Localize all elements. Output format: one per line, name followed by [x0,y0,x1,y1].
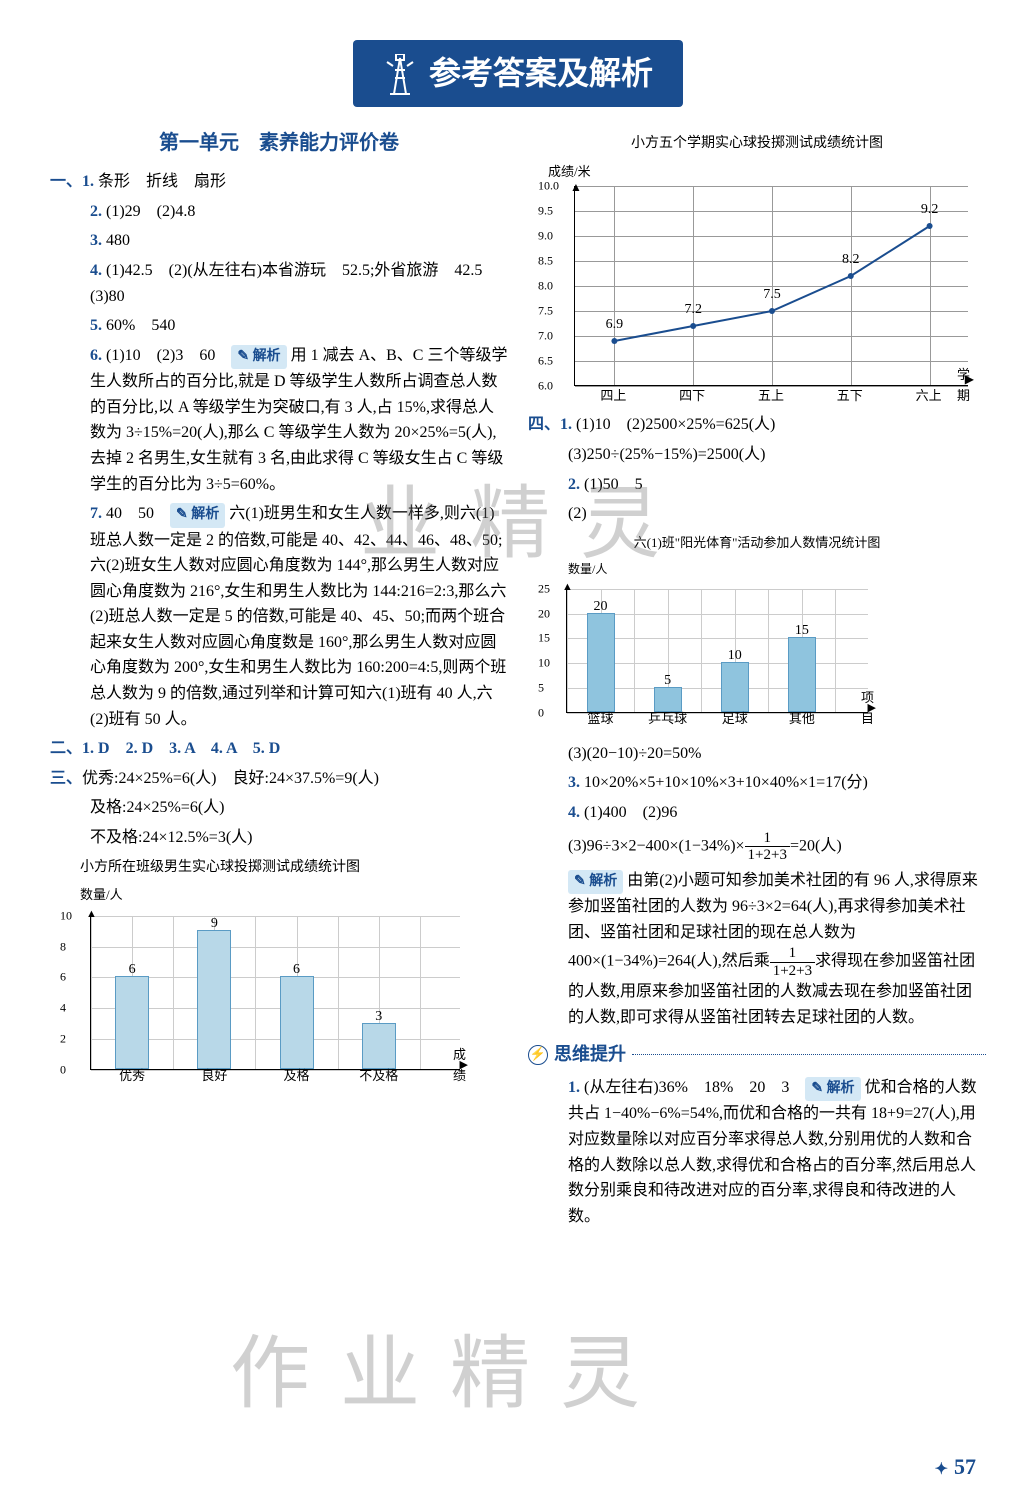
q-num: 3. [568,774,580,791]
q-num: 4. [90,262,102,279]
chart-title: 六(1)班"阳光体育"活动参加人数情况统计图 [528,533,986,554]
bar-chart-1: 6优秀9良好6及格3不及格成绩▶▲0246810 [60,910,480,1092]
answer-text: (从左往右)36% 18% 20 3 [584,1079,805,1096]
answer-text: 不及格:24×12.5%=3(人) [50,825,508,851]
analysis-tag: 解析 [170,503,225,527]
line-chart: ▶▲6.97.27.58.29.26.06.57.07.58.08.59.09.… [538,186,978,406]
q-num: 7. [90,505,102,522]
answer-text: 及格:24×25%=6(人) [50,795,508,821]
page-header: 参考答案及解析 [353,40,683,107]
chart-ylabel: 成绩/米 [528,162,986,183]
section-label: 一、 [50,173,82,190]
lighthouse-icon [383,54,417,98]
answer-text: (1)10 (2)3 60 [106,347,231,364]
answer-text: (3)250÷(25%−15%)=2500(人) [528,442,986,468]
thinking-header: ⚡思维提升 [528,1040,986,1069]
answer-text: (1)42.5 (2)(从左往右)本省游玩 52.5;外省旅游 42.5 (3)… [90,262,498,305]
answer-text: 40 50 [106,505,170,522]
page-number: 57 [935,1449,976,1484]
answer-text: 10×20%×5+10×10%×3+10×40%×1=17(分) [584,774,868,791]
answer-text: (2) [528,501,986,527]
chart-title: 小方五个学期实心球投掷测试成绩统计图 [528,133,986,155]
q-num: 2. [90,203,102,220]
answer-text: 优秀:24×25%=6(人) 良好:24×37.5%=9(人) [82,770,379,787]
answer-text: (3)(20−10)÷20=50% [528,741,986,767]
chart-title: 小方所在班级男生实心球投掷测试成绩统计图 [50,857,508,879]
unit-title: 第一单元 素养能力评价卷 [50,127,508,159]
q-num: 6. [90,347,102,364]
lightning-icon: ⚡ [528,1045,548,1065]
q-num: 1. [568,1079,580,1096]
analysis-tag: 解析 [805,1077,860,1101]
analysis-text: 六(1)班男生和女生人数一样多,则六(1)班总人数一定是 2 的倍数,可能是 4… [90,505,506,728]
analysis-text: 优和合格的人数共占 1−40%−6%=54%,而优和合格的一共有 18+9=27… [568,1079,977,1225]
bar-chart-2: 20篮球5乒乓球10足球15其他项目▶▲0510152025 [538,583,888,735]
answer-text: (1)10 (2)2500×25%=625(人) [576,416,775,433]
section-label: 三、 [50,770,82,787]
analysis-tag: 解析 [231,345,286,369]
q-num: 1. [560,416,572,433]
answer-text: (1)400 (2)96 [584,804,677,821]
analysis-tag: 解析 [568,870,623,894]
star-icon [935,1449,948,1484]
q-num: 1. [82,173,94,190]
fraction: 11+2+3 [745,830,790,864]
q-num: 3. [90,232,102,249]
left-column: 第一单元 素养能力评价卷 一、1. 条形 折线 扇形 2. (1)29 (2)4… [50,127,508,1233]
section-label: 二、 [50,740,82,757]
q-num: 2. [568,476,580,493]
section-label: 四、 [528,416,560,433]
page-title: 参考答案及解析 [429,48,653,99]
chart-ylabel: 数量/人 [528,560,986,579]
chart-ylabel: 数量/人 [50,885,508,906]
watermark: 作业精灵 [230,1310,670,1438]
q-num: 4. [568,804,580,821]
q-num: 5. [90,317,102,334]
answer-text: 1. D 2. D 3. A 4. A 5. D [82,740,280,757]
answer-text: =20(人) [790,837,842,854]
answer-text: (1)50 5 [584,476,643,493]
answer-text: (3)96÷3×2−400×(1−34%)× [568,837,745,854]
fraction: 11+2+3 [770,945,815,979]
answer-text: 480 [106,232,130,249]
answer-text: 条形 折线 扇形 [98,173,226,190]
analysis-text: 用 1 减去 A、B、C 三个等级学生人数所占的百分比,就是 D 等级学生人数所… [90,347,507,493]
answer-text: (1)29 (2)4.8 [106,203,195,220]
answer-text: 60% 540 [106,317,175,334]
right-column: 小方五个学期实心球投掷测试成绩统计图 成绩/米 ▶▲6.97.27.58.29.… [528,127,986,1233]
